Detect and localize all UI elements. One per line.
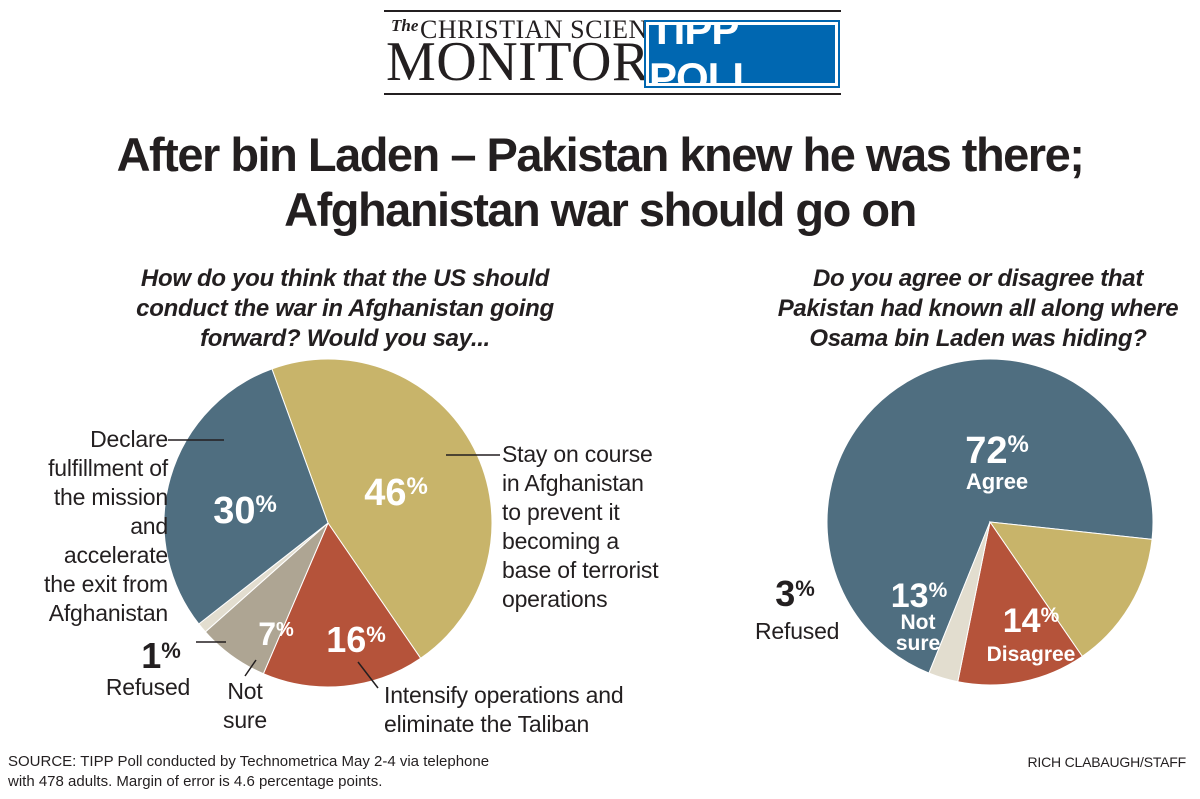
left-question-line: conduct the war in Afghanistan going (136, 295, 554, 322)
left-pie-slice-declare-fulfillment-of (163, 368, 329, 625)
pct-label-refused-right: 3% (775, 573, 815, 614)
label-stay-line: becoming a (502, 528, 619, 554)
logo-christian-science: CHRISTIAN SCIENCE (420, 15, 683, 44)
percent-labels: 30% 46% 16% 7% 1% 72%Agree 14% Disagree 13%Notsu… (141, 430, 1075, 676)
label-stay-on-course: Stay on course in Afghanistan to prevent… (502, 440, 702, 614)
label-declare-line: the exit from (44, 571, 168, 597)
label-disagree: Disagree (987, 643, 1076, 666)
label-refused-left: Refused (100, 673, 196, 702)
right-question-line: Do you agree or disagree that (812, 265, 1144, 292)
logo-the: The (391, 16, 419, 35)
label-intensify-line: eliminate the Taliban (384, 711, 590, 737)
leader-lines (168, 439, 500, 689)
leader-line (244, 659, 257, 677)
left-question: How do you think that the US should cond… (110, 264, 580, 354)
pct-label-refused-left: 1% (141, 635, 181, 676)
graphic-credit: RICH CLABAUGH/STAFF (1027, 754, 1186, 770)
label-stay-line: operations (502, 586, 608, 612)
label-intensify: Intensify operations and eliminate the T… (384, 681, 654, 739)
pct-label-disagree: 14% (1003, 602, 1060, 640)
label-agree: Agree (966, 469, 1028, 494)
label-refused-text: Refused (105, 674, 191, 700)
label-not-sure-right-line: sure (896, 632, 940, 655)
source-line: with 478 adults. Margin of error is 4.6 … (8, 773, 383, 790)
pct-label-stay: 46% (364, 472, 428, 514)
label-refused-right: Refused (755, 617, 845, 646)
label-declare-line: the mission (53, 484, 168, 510)
label-not-sure-right-line: Not (901, 611, 936, 634)
label-stay-line: base of terrorist (502, 557, 659, 583)
label-not-sure-line: sure (223, 707, 267, 733)
masthead-rule-bottom (384, 93, 841, 95)
pct-label-intensify: 16% (326, 619, 386, 660)
label-declare: Declare fulfillment of the mission and a… (20, 425, 168, 628)
logo-monitor: MONITOR (386, 31, 650, 93)
label-stay-line: to prevent it (502, 499, 620, 525)
leader-line (357, 661, 379, 689)
left-pie-slice-stay-on-course (271, 358, 493, 660)
label-not-sure-left: Not sure (212, 677, 278, 735)
pct-label-not-sure: 7% (258, 616, 294, 652)
headline-line-1: After bin Laden – Pakistan knew he was t… (116, 128, 1085, 181)
left-question-line: How do you think that the US should (140, 265, 550, 292)
source-note: SOURCE: TIPP Poll conducted by Technomet… (8, 752, 568, 792)
pct-label-declare: 30% (213, 490, 277, 532)
right-pie-slice-not-sure (957, 520, 1083, 686)
pct-label-agree: 72% (965, 430, 1029, 472)
right-pie-slice-disagree (988, 521, 1153, 658)
pct-label-not-sure-right: 13% (891, 577, 948, 615)
label-declare-line: Declare (90, 426, 168, 452)
source-line: SOURCE: TIPP Poll conducted by Technomet… (8, 753, 490, 770)
label-intensify-line: Intensify operations and (384, 682, 624, 708)
left-question-line: forward? Would you say... (200, 325, 490, 352)
right-question: Do you agree or disagree that Pakistan h… (758, 264, 1198, 354)
label-not-sure-line: Not (227, 678, 263, 704)
pie-chart-pakistan-knew (826, 358, 1154, 686)
left-pie-slice-intensify-operations-and (262, 521, 422, 688)
masthead-rule-top (384, 10, 841, 12)
label-declare-line: fulfillment of (48, 455, 168, 481)
right-pie-slice-refused (928, 521, 991, 683)
label-declare-line: Afghanistan (48, 600, 168, 626)
label-declare-line: and accelerate (63, 513, 168, 568)
label-stay-line: in Afghanistan (502, 470, 644, 496)
pie-chart-war-conduct (163, 358, 493, 688)
right-pie-slice-agree (826, 358, 1154, 674)
label-refused-text: Refused (755, 618, 840, 644)
label-stay-line: Stay on course (502, 441, 653, 467)
right-question-line: Osama bin Laden was hiding? (809, 325, 1147, 352)
headline-line-2: Afghanistan war should go on (284, 183, 917, 236)
right-question-line: Pakistan had known all along where (777, 295, 1179, 322)
